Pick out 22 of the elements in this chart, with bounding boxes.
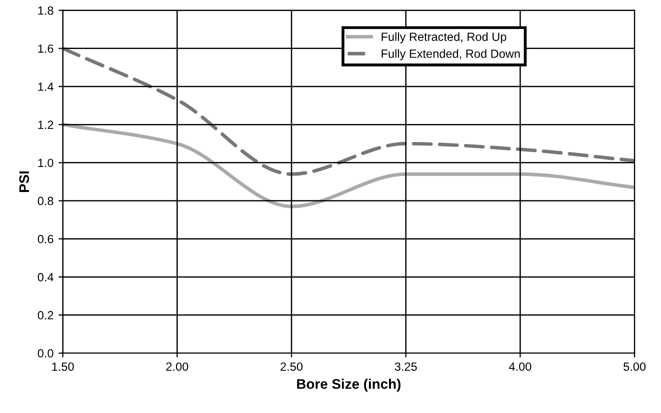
y-axis-title: PSI — [19, 171, 30, 192]
line-series — [62, 46, 635, 176]
y-tick-label: 1.8 — [38, 6, 54, 15]
legend-label: Fully Retracted, Rod Up — [382, 32, 506, 44]
y-tick-label: 0.6 — [38, 234, 54, 244]
y-tick-label: 1.4 — [38, 82, 54, 91]
x-tick-label: 3.25 — [394, 362, 417, 371]
x-tick-label: 2.00 — [166, 362, 188, 371]
y-tick-label: 1.2 — [38, 120, 54, 129]
y-tick-label: 1.6 — [38, 44, 54, 53]
x-tick-label: 4.00 — [508, 362, 532, 371]
y-tick-label: 0.2 — [38, 311, 54, 320]
legend-label: Fully Extended, Rod Down — [382, 49, 520, 60]
line-series — [62, 122, 635, 208]
x-tick-label: 1.50 — [52, 362, 74, 371]
x-tick-label: 2.50 — [280, 362, 303, 371]
x-tick-label: 5.00 — [624, 362, 646, 371]
x-axis-title: Bore Size (inch) — [297, 378, 400, 392]
y-tick-label: 0.8 — [38, 196, 54, 206]
y-tick-label: 1.0 — [38, 158, 54, 168]
y-tick-label: 0.0 — [38, 349, 54, 358]
y-tick-label: 0.4 — [38, 272, 54, 282]
